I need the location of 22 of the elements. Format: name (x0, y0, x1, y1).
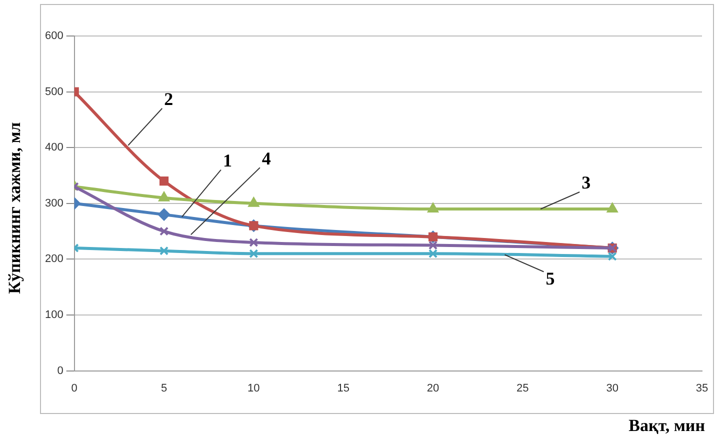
y-tick-label: 500 (44, 86, 64, 98)
text: 4 (262, 148, 271, 168)
series-label: 5 (546, 268, 555, 288)
x-tick-label: 15 (337, 382, 350, 394)
y-tick-label: 100 (44, 309, 64, 322)
y-axis-title: Кўпикнинг хажми, мл (5, 122, 25, 294)
y-tick-label: 0 (57, 364, 64, 377)
x-axis-title: Вақт, мин (628, 416, 705, 436)
y-tick-label: 300 (44, 197, 64, 210)
y-tick-label: 200 (44, 253, 64, 266)
text: 1 (222, 150, 232, 170)
x-tick-label: 0 (71, 382, 78, 394)
x-tick-label: 20 (426, 382, 440, 394)
y-tick-label: 400 (44, 142, 64, 154)
x-tick-label: 25 (516, 382, 529, 394)
x-tick-label: 30 (606, 382, 618, 394)
x-tick-label: 35 (696, 382, 708, 394)
series-label: 3 (582, 172, 591, 193)
text: 2 (164, 89, 174, 110)
x-tick-label: 10 (248, 382, 260, 394)
x-tick-label: 5 (160, 382, 168, 394)
y-tick-label: 600 (44, 30, 64, 42)
